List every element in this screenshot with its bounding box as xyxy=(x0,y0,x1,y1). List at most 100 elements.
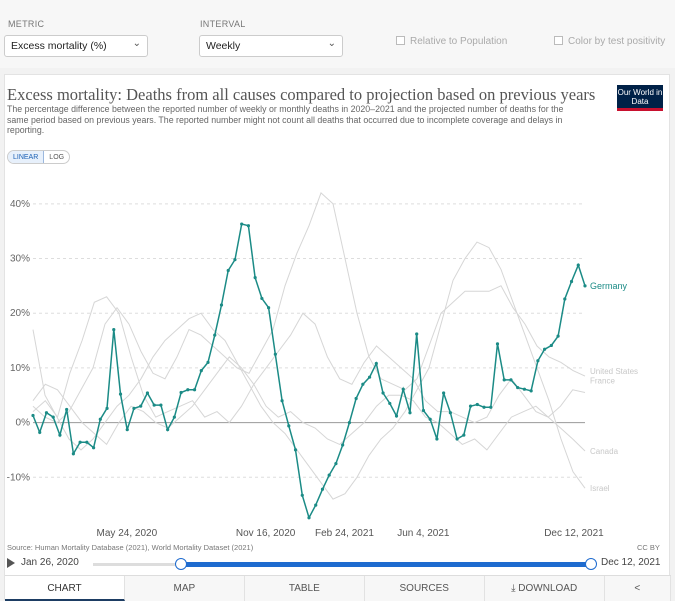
series-line-france xyxy=(32,296,586,424)
data-point-germany xyxy=(287,424,291,428)
data-point-germany xyxy=(300,493,304,497)
checkbox-icon xyxy=(396,36,405,45)
color-by-test-positivity-checkbox[interactable]: Color by test positivity xyxy=(554,36,665,47)
y-tick-label: 0% xyxy=(16,418,31,429)
chart-subtitle: The percentage difference between the re… xyxy=(7,104,564,136)
chevron-down-icon: ⌄ xyxy=(327,38,336,49)
data-point-germany xyxy=(394,414,399,418)
tab-sources[interactable]: SOURCES xyxy=(365,576,485,601)
controls-bar: METRIC Excess mortality (%) ⌄ INTERVAL W… xyxy=(0,0,675,68)
play-icon[interactable] xyxy=(7,558,15,568)
interval-select[interactable]: Weekly ⌄ xyxy=(199,35,343,57)
line-chart[interactable]: -10% 0% 10% 20% 30% 40% May 24, 2020 Nov 16, 20… xyxy=(5,171,669,541)
data-point-germany xyxy=(421,408,426,413)
y-tick-label: 10% xyxy=(10,363,30,374)
data-point-germany xyxy=(206,360,210,365)
data-point-germany xyxy=(583,284,587,288)
linear-scale-button[interactable]: LINEAR xyxy=(8,151,45,163)
data-point-germany xyxy=(172,415,176,419)
data-point-germany xyxy=(152,403,156,407)
tab-table[interactable]: TABLE xyxy=(245,576,365,601)
series-line-germany xyxy=(32,223,586,520)
data-point-germany xyxy=(159,403,163,407)
data-point-germany xyxy=(192,388,197,392)
data-point-germany xyxy=(71,452,75,456)
share-icon[interactable]: < xyxy=(605,576,672,601)
timeline-end-date: Dec 12, 2021 xyxy=(601,557,661,568)
timeline-end-handle[interactable] xyxy=(585,558,597,570)
data-point-germany xyxy=(293,448,298,452)
timeline-start-handle[interactable] xyxy=(175,558,187,570)
data-point-germany xyxy=(435,437,439,441)
y-tick-label: 20% xyxy=(10,308,30,319)
data-point-germany xyxy=(563,297,567,301)
data-point-germany xyxy=(78,440,82,444)
data-point-germany xyxy=(428,417,432,421)
data-point-germany xyxy=(118,392,123,396)
log-scale-button[interactable]: LOG xyxy=(49,154,65,161)
data-point-germany xyxy=(145,391,150,395)
data-point-germany xyxy=(381,391,385,395)
metric-select-value: Excess mortality (%) xyxy=(11,40,107,52)
data-point-germany xyxy=(125,428,129,432)
data-point-germany xyxy=(31,413,35,418)
timeline-track[interactable] xyxy=(93,563,181,566)
data-point-germany xyxy=(260,296,264,301)
data-point-germany xyxy=(495,342,500,346)
data-point-germany xyxy=(556,334,560,338)
data-point-germany xyxy=(327,473,331,477)
owid-logo[interactable]: Our World in Data xyxy=(617,85,663,111)
data-point-germany xyxy=(65,407,69,412)
series-line-united-states xyxy=(32,192,586,424)
data-point-germany xyxy=(401,387,405,391)
data-point-germany xyxy=(314,503,318,507)
data-point-germany xyxy=(219,303,224,307)
data-point-germany xyxy=(253,276,257,280)
data-point-germany xyxy=(199,369,203,373)
data-point-germany xyxy=(576,263,580,267)
x-tick-label: Feb 24, 2021 xyxy=(315,528,374,539)
data-point-germany xyxy=(233,257,237,262)
x-tick-label: Nov 16, 2020 xyxy=(236,528,296,539)
data-point-germany xyxy=(38,430,42,435)
data-point-germany xyxy=(536,359,540,363)
y-tick-label: 30% xyxy=(10,254,30,265)
data-point-germany xyxy=(569,279,574,284)
series-label-france: France xyxy=(590,376,615,385)
tab-map[interactable]: MAP xyxy=(125,576,245,601)
y-tick-label: 40% xyxy=(10,199,30,210)
data-point-germany xyxy=(105,406,109,410)
data-point-germany xyxy=(280,399,284,403)
data-point-germany xyxy=(549,343,553,348)
data-point-germany xyxy=(186,388,190,392)
relative-to-population-checkbox[interactable]: Relative to Population xyxy=(396,36,507,47)
series-label-united-states: United States xyxy=(590,367,638,376)
x-tick-label: Dec 12, 2021 xyxy=(544,528,604,539)
data-point-germany xyxy=(367,375,372,379)
data-point-germany xyxy=(334,461,338,466)
data-point-germany xyxy=(448,411,452,415)
source-note: Source: Human Mortality Database (2021),… xyxy=(7,543,254,552)
tab-chart[interactable]: CHART xyxy=(5,576,125,601)
data-point-germany xyxy=(132,406,136,410)
data-point-germany xyxy=(475,402,479,407)
x-tick-label: May 24, 2020 xyxy=(97,528,158,539)
license-label[interactable]: CC BY xyxy=(637,543,660,552)
checkbox-icon xyxy=(554,36,563,45)
data-point-germany xyxy=(489,405,493,409)
data-point-germany xyxy=(139,404,143,408)
interval-select-value: Weekly xyxy=(206,40,241,52)
timeline-start-date: Jan 26, 2020 xyxy=(21,557,79,568)
data-point-germany xyxy=(341,443,345,447)
data-point-germany xyxy=(240,222,244,226)
data-point-germany xyxy=(516,385,520,390)
data-point-germany xyxy=(44,411,49,415)
metric-select[interactable]: Excess mortality (%) ⌄ xyxy=(4,35,148,57)
data-point-germany xyxy=(522,387,527,391)
data-point-germany xyxy=(442,391,446,395)
series-label-germany: Germany xyxy=(590,281,628,291)
timeline-selected-range[interactable] xyxy=(181,562,591,567)
scale-toggle[interactable]: LINEAR LOG xyxy=(7,150,71,164)
data-point-germany xyxy=(98,417,102,421)
tab-download[interactable]: ⤓ DOWNLOAD xyxy=(485,576,605,601)
